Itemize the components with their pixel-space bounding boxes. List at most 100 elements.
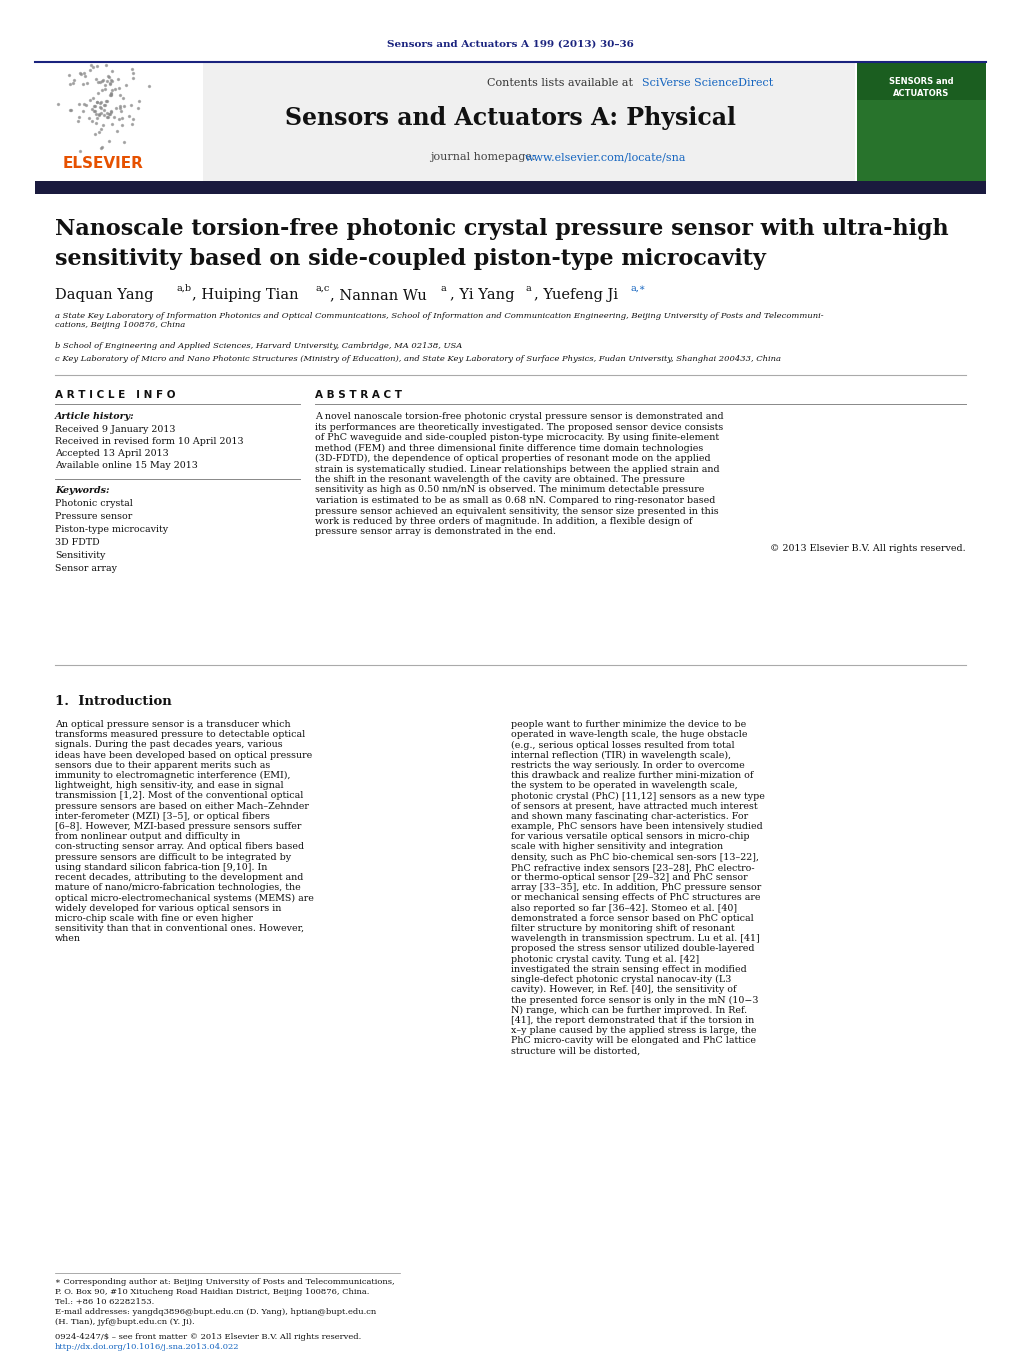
Text: A novel nanoscale torsion-free photonic crystal pressure sensor is demonstrated : A novel nanoscale torsion-free photonic … bbox=[315, 412, 724, 422]
Point bbox=[71, 62, 88, 84]
Point bbox=[82, 89, 98, 111]
Point bbox=[103, 80, 119, 101]
Point bbox=[50, 93, 66, 115]
Point bbox=[93, 103, 109, 124]
Text: b School of Engineering and Applied Sciences, Harvard University, Cambridge, MA : b School of Engineering and Applied Scie… bbox=[55, 342, 463, 350]
Text: (3D-FDTD), the dependence of optical properties of resonant mode on the applied: (3D-FDTD), the dependence of optical pro… bbox=[315, 454, 711, 463]
Text: restricts the way seriously. In order to overcome: restricts the way seriously. In order to… bbox=[510, 761, 744, 770]
Point bbox=[106, 78, 123, 100]
Text: photonic crystal (PhC) [11,12] sensors as a new type: photonic crystal (PhC) [11,12] sensors a… bbox=[510, 792, 765, 801]
Point bbox=[86, 101, 102, 123]
Point bbox=[103, 61, 119, 82]
Point bbox=[124, 113, 140, 135]
Point bbox=[104, 113, 120, 135]
Text: http://dx.doi.org/10.1016/j.sna.2013.04.022: http://dx.doi.org/10.1016/j.sna.2013.04.… bbox=[55, 1343, 240, 1351]
Point bbox=[102, 82, 118, 104]
Point bbox=[97, 78, 113, 100]
Text: operated in wave-length scale, the huge obstacle: operated in wave-length scale, the huge … bbox=[510, 730, 747, 739]
Text: 1.  Introduction: 1. Introduction bbox=[55, 694, 172, 708]
Point bbox=[91, 122, 107, 143]
Point bbox=[62, 100, 79, 122]
Point bbox=[126, 68, 142, 89]
Text: recent decades, attributing to the development and: recent decades, attributing to the devel… bbox=[55, 873, 303, 882]
Text: investigated the strain sensing effect in modified: investigated the strain sensing effect i… bbox=[510, 965, 746, 974]
Point bbox=[89, 92, 105, 113]
Point bbox=[94, 70, 110, 92]
Point bbox=[100, 104, 116, 126]
Point bbox=[100, 107, 116, 128]
Text: people want to further minimize the device to be: people want to further minimize the devi… bbox=[510, 720, 746, 730]
Point bbox=[111, 97, 128, 119]
Text: SciVerse ScienceDirect: SciVerse ScienceDirect bbox=[642, 78, 773, 88]
Text: N) range, which can be further improved. In Ref.: N) range, which can be further improved.… bbox=[510, 1005, 747, 1015]
Point bbox=[98, 70, 114, 92]
Point bbox=[90, 72, 106, 93]
FancyBboxPatch shape bbox=[35, 63, 203, 181]
Point bbox=[111, 96, 128, 118]
Point bbox=[125, 108, 141, 130]
Point bbox=[88, 69, 104, 91]
Point bbox=[131, 91, 147, 112]
Text: structure will be distorted,: structure will be distorted, bbox=[510, 1047, 640, 1055]
Point bbox=[89, 107, 105, 128]
Point bbox=[115, 88, 132, 109]
Point bbox=[130, 97, 146, 119]
Point bbox=[61, 63, 78, 85]
Text: sensitivity based on side-coupled piston-type microcavity: sensitivity based on side-coupled piston… bbox=[55, 249, 766, 270]
Point bbox=[115, 96, 132, 118]
Text: Piston-type microcavity: Piston-type microcavity bbox=[55, 526, 168, 534]
Point bbox=[85, 88, 101, 109]
Text: single-defect photonic crystal nanocav-ity (L3: single-defect photonic crystal nanocav-i… bbox=[510, 975, 731, 984]
Text: when: when bbox=[55, 934, 81, 943]
Point bbox=[96, 104, 112, 126]
Text: c Key Laboratory of Micro and Nano Photonic Structures (Ministry of Education), : c Key Laboratory of Micro and Nano Photo… bbox=[55, 355, 781, 363]
Point bbox=[70, 105, 87, 127]
Point bbox=[96, 95, 112, 116]
Point bbox=[85, 55, 101, 77]
Text: www.elsevier.com/locate/sna: www.elsevier.com/locate/sna bbox=[525, 153, 686, 162]
Text: , Huiping Tian: , Huiping Tian bbox=[192, 288, 298, 303]
Point bbox=[94, 78, 110, 100]
Text: (e.g., serious optical losses resulted from total: (e.g., serious optical losses resulted f… bbox=[510, 740, 735, 750]
Point bbox=[99, 101, 115, 123]
Point bbox=[83, 59, 99, 81]
Text: optical micro-electromechanical systems (MEMS) are: optical micro-electromechanical systems … bbox=[55, 893, 313, 902]
Text: the system to be operated in wavelength scale,: the system to be operated in wavelength … bbox=[510, 781, 738, 790]
Text: array [33–35], etc. In addition, PhC pressure sensor: array [33–35], etc. In addition, PhC pre… bbox=[510, 884, 762, 892]
Text: , Yuefeng Ji: , Yuefeng Ji bbox=[534, 288, 618, 303]
Point bbox=[98, 91, 114, 112]
Text: of sensors at present, have attracted much interest: of sensors at present, have attracted mu… bbox=[510, 801, 758, 811]
Point bbox=[88, 112, 104, 134]
Point bbox=[106, 107, 123, 128]
Point bbox=[93, 138, 109, 159]
Text: a State Key Laboratory of Information Photonics and Optical Communications, Scho: a State Key Laboratory of Information Ph… bbox=[55, 312, 824, 330]
Point bbox=[93, 91, 109, 112]
Text: ideas have been developed based on optical pressure: ideas have been developed based on optic… bbox=[55, 751, 312, 759]
Text: variation is estimated to be as small as 0.68 nN. Compared to ring-resonator bas: variation is estimated to be as small as… bbox=[315, 496, 716, 505]
Text: scale with higher sensitivity and integration: scale with higher sensitivity and integr… bbox=[510, 843, 723, 851]
Point bbox=[98, 91, 114, 112]
Point bbox=[70, 111, 87, 132]
Text: x–y plane caused by the applied stress is large, the: x–y plane caused by the applied stress i… bbox=[510, 1025, 757, 1035]
Point bbox=[103, 70, 119, 92]
Text: transforms measured pressure to detectable optical: transforms measured pressure to detectab… bbox=[55, 730, 305, 739]
Point bbox=[65, 73, 82, 95]
Text: strain is systematically studied. Linear relationships between the applied strai: strain is systematically studied. Linear… bbox=[315, 465, 720, 473]
Text: SENSORS and: SENSORS and bbox=[888, 77, 954, 86]
Point bbox=[81, 107, 97, 128]
Point bbox=[89, 55, 105, 77]
Text: PhC refractive index sensors [23–28], PhC electro-: PhC refractive index sensors [23–28], Ph… bbox=[510, 863, 755, 871]
Text: its performances are theoretically investigated. The proposed sensor device cons: its performances are theoretically inves… bbox=[315, 423, 723, 431]
Point bbox=[83, 54, 99, 76]
Text: Sensors and Actuators A 199 (2013) 30–36: Sensors and Actuators A 199 (2013) 30–36 bbox=[387, 39, 633, 49]
Point bbox=[99, 107, 115, 128]
Point bbox=[72, 63, 89, 85]
Point bbox=[108, 97, 125, 119]
Point bbox=[101, 130, 117, 151]
Text: An optical pressure sensor is a transducer which: An optical pressure sensor is a transduc… bbox=[55, 720, 291, 730]
Text: Photonic crystal: Photonic crystal bbox=[55, 499, 133, 508]
Point bbox=[93, 118, 109, 139]
Text: pressure sensors are based on either Mach–Zehnder: pressure sensors are based on either Mac… bbox=[55, 801, 309, 811]
Point bbox=[115, 131, 132, 153]
Text: lightweight, high sensitiv-ity, and ease in signal: lightweight, high sensitiv-ity, and ease… bbox=[55, 781, 284, 790]
